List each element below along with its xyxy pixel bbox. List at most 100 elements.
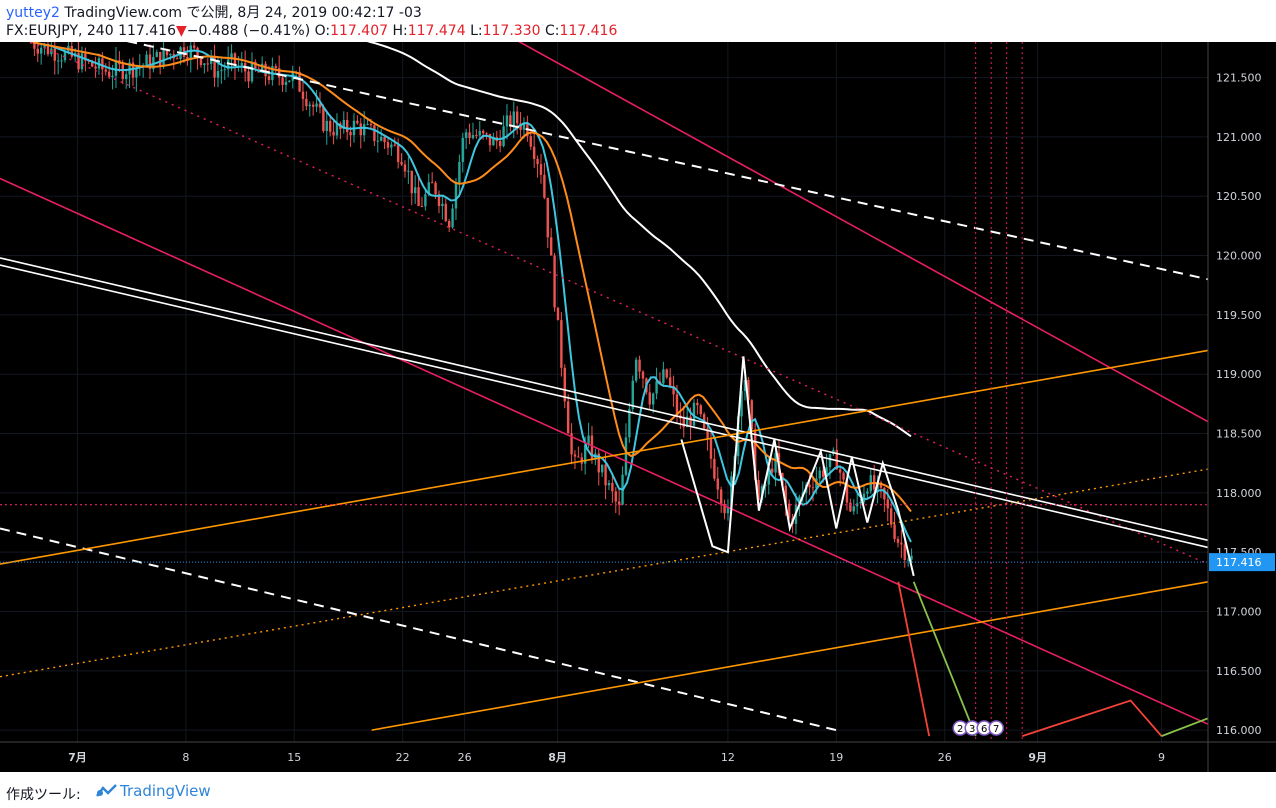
candle-body	[828, 454, 832, 468]
candle-body	[393, 144, 396, 146]
candle-body	[284, 81, 288, 85]
price-axis-bg	[1208, 42, 1276, 772]
candle-body	[464, 132, 468, 138]
candle-body	[675, 394, 679, 416]
candle-body	[60, 60, 63, 62]
grid	[0, 42, 1208, 742]
candle-body	[696, 402, 699, 406]
candle-body	[135, 67, 138, 78]
candle-body	[556, 307, 560, 321]
price-tick-label: 118.000	[1216, 487, 1262, 500]
candle-body	[597, 453, 600, 473]
white-dashed-lower	[0, 527, 837, 732]
author-link[interactable]: yuttey2	[6, 5, 60, 21]
candle-body	[560, 320, 563, 368]
candle-body	[502, 126, 505, 147]
candle-body	[519, 123, 522, 130]
candle-body	[838, 469, 842, 473]
candle-body	[662, 369, 665, 384]
candle-body	[107, 71, 111, 78]
time-tick-label: 22	[396, 751, 410, 764]
candle-body	[288, 80, 291, 82]
candle-body	[672, 385, 675, 395]
candle-body	[94, 66, 97, 69]
candle-body	[46, 43, 50, 55]
candle-body	[515, 111, 519, 124]
candle-body	[532, 146, 536, 159]
candle-body	[451, 208, 454, 228]
candle-body	[522, 122, 526, 130]
candle-body	[879, 482, 883, 488]
candle-body	[128, 62, 131, 75]
candle-body	[631, 380, 634, 410]
publish-line: yuttey2 TradingView.com で公開, 8月 24, 2019…	[6, 4, 422, 22]
candle-body	[512, 111, 515, 126]
price-tick-label: 116.500	[1216, 665, 1262, 678]
candle-body	[84, 53, 87, 61]
candle-body	[787, 503, 791, 519]
candle-body	[63, 51, 67, 61]
candle-body	[175, 58, 179, 60]
candle-body	[651, 393, 655, 405]
price-tick-label: 121.000	[1216, 131, 1262, 144]
orange-line-lower	[371, 581, 1209, 731]
candle-body	[145, 54, 148, 65]
candle-body	[638, 359, 641, 372]
candle-body	[155, 52, 158, 57]
candle-body	[447, 221, 451, 228]
high-label: H:	[392, 23, 408, 39]
candle-body	[611, 482, 614, 492]
candle-body	[362, 124, 366, 136]
candle-body	[77, 53, 80, 70]
candle-body	[366, 123, 369, 125]
time-tick-label: 12	[721, 751, 735, 764]
candle-body	[90, 60, 94, 67]
candle-body	[165, 49, 169, 56]
chart-header: yuttey2 TradingView.com で公開, 8月 24, 2019…	[0, 0, 1276, 42]
slow-moving-average	[366, 42, 912, 438]
candle-body	[250, 61, 254, 82]
candle-body	[607, 482, 611, 486]
candle-body	[199, 57, 203, 65]
price-tick-label: 119.500	[1216, 309, 1262, 322]
candle-body	[274, 66, 277, 69]
candle-body	[889, 508, 893, 525]
candle-body	[730, 476, 733, 508]
event-badge-label: 7	[993, 724, 999, 735]
candle-body	[148, 54, 152, 70]
candle-body	[301, 91, 305, 99]
candle-body	[400, 161, 403, 165]
candle-body	[852, 506, 855, 512]
candle-body	[906, 559, 910, 561]
candle-body	[471, 135, 475, 139]
price-tick-label: 116.000	[1216, 724, 1262, 737]
candle-body	[325, 120, 328, 132]
mid-moving-average	[30, 42, 912, 513]
candle-body	[505, 115, 509, 127]
candle-body	[849, 502, 852, 512]
candle-body	[818, 470, 821, 479]
magenta-channel-upper	[518, 42, 1209, 423]
symbol-label: FX:EURJPY, 240	[6, 23, 114, 39]
candle-body	[767, 468, 770, 485]
candle-body	[719, 489, 723, 505]
candle-body	[726, 507, 730, 514]
candle-body	[529, 136, 532, 147]
last-price: 117.416	[118, 23, 176, 39]
candle-body	[407, 170, 410, 172]
candle-body	[590, 435, 594, 460]
candle-body	[254, 61, 257, 69]
candle-body	[692, 402, 696, 426]
candle-body	[478, 130, 481, 136]
time-tick-label: 19	[829, 751, 843, 764]
low-value: 117.330	[482, 23, 541, 39]
candle-body	[192, 45, 196, 48]
candle-body	[53, 48, 56, 61]
candle-body	[444, 203, 447, 222]
candle-body	[376, 140, 379, 142]
tradingview-logo[interactable]: TradingView	[96, 782, 211, 800]
candle-body	[821, 470, 825, 477]
candle-body	[549, 237, 553, 256]
orange-line-upper	[0, 349, 1209, 565]
